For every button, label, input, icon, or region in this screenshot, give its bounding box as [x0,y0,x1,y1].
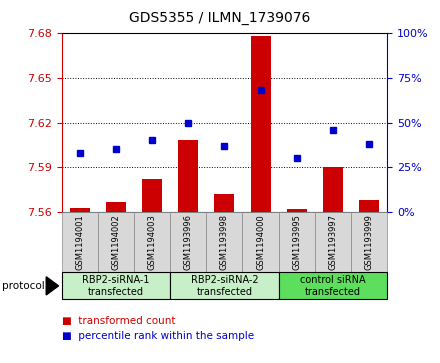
Bar [242,212,279,272]
Text: ■  percentile rank within the sample: ■ percentile rank within the sample [62,331,254,341]
Text: GSM1193999: GSM1193999 [365,215,374,270]
Bar [170,212,206,272]
Text: RBP2-siRNA-1
transfected: RBP2-siRNA-1 transfected [82,275,150,297]
Bar [106,202,126,212]
Text: control siRNA
transfected: control siRNA transfected [300,275,366,297]
Bar [142,179,162,212]
Bar [62,212,98,272]
Bar [98,212,134,272]
Text: ■  transformed count: ■ transformed count [62,316,175,326]
Bar [351,212,387,272]
Bar [279,212,315,272]
Bar [315,212,351,272]
Bar [206,212,242,272]
Bar [287,209,307,212]
Polygon shape [46,277,59,295]
Text: GSM1193997: GSM1193997 [328,214,337,270]
Text: GSM1193995: GSM1193995 [292,215,301,270]
Bar [279,272,387,299]
Text: GSM1194001: GSM1194001 [75,215,84,270]
Bar [359,200,379,212]
Text: RBP2-siRNA-2
transfected: RBP2-siRNA-2 transfected [191,275,258,297]
Bar [62,272,170,299]
Text: GSM1193996: GSM1193996 [184,214,193,270]
Text: GSM1194000: GSM1194000 [256,215,265,270]
Bar [251,36,271,212]
Bar [134,212,170,272]
Bar [323,167,343,212]
Text: GSM1194003: GSM1194003 [147,215,157,270]
Bar [70,208,90,212]
Text: GDS5355 / ILMN_1739076: GDS5355 / ILMN_1739076 [129,11,311,25]
Text: GSM1194002: GSM1194002 [111,215,121,270]
Bar [214,194,235,212]
Text: protocol: protocol [2,281,45,291]
Text: GSM1193998: GSM1193998 [220,214,229,270]
Bar [178,140,198,212]
Bar [170,272,279,299]
